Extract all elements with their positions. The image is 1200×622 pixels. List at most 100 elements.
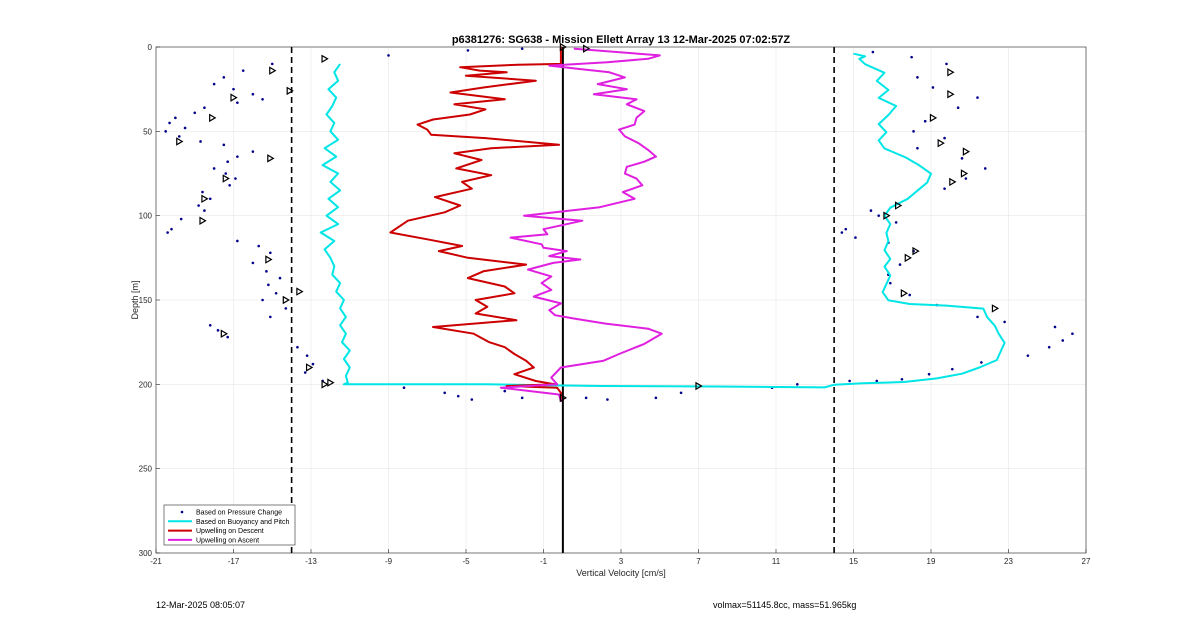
upwelling-on-descent-point [472, 332, 475, 335]
pressure-change-point [212, 167, 216, 170]
upwelling-on-descent-point [515, 319, 518, 322]
pressure-change-point [269, 315, 272, 319]
upwelling-on-descent-point [560, 391, 562, 394]
pressure-change-point [1071, 332, 1074, 336]
upwelling-on-descent-point [426, 128, 429, 131]
triangle-marker [947, 89, 955, 99]
upwelling-on-ascent-point [542, 246, 545, 249]
pressure-change-point [584, 396, 588, 400]
pressure-change-point [208, 197, 212, 201]
pressure-change-point [443, 391, 446, 395]
upwelling-on-descent-point [453, 152, 456, 155]
pressure-change-point [900, 377, 904, 381]
triangle-marker [937, 138, 945, 148]
upwelling-on-ascent-point [542, 228, 545, 231]
triangle-marker [947, 68, 955, 77]
pressure-change-point [174, 116, 177, 120]
triangle-marker [695, 381, 703, 391]
upwelling-on-ascent-point [550, 288, 553, 291]
pressure-change-point [964, 177, 968, 180]
upwelling-on-descent-point [465, 74, 467, 77]
pressure-change-point [520, 47, 524, 50]
upwelling-on-descent-point [532, 366, 535, 369]
x-tick-label: -17 [228, 557, 240, 566]
upwelling-on-descent-point [525, 263, 527, 266]
y-tick-label: 150 [139, 296, 153, 305]
pressure-change-point [1061, 339, 1065, 342]
pressure-change-point [840, 231, 844, 234]
upwelling-on-ascent-point [558, 224, 560, 227]
pressure-change-point [284, 307, 288, 310]
upwelling-on-descent-point [426, 238, 429, 241]
pressure-change-point [854, 236, 857, 239]
upwelling-on-ascent-point [573, 47, 576, 50]
upwelling-on-ascent-point [577, 68, 580, 70]
triangle-marker [894, 201, 903, 210]
upwelling-on-descent-point [490, 174, 493, 177]
upwelling-on-descent-point [430, 133, 433, 136]
pressure-change-point [305, 354, 309, 357]
upwelling-on-ascent-point [554, 314, 557, 317]
upwelling-on-descent-point [484, 108, 487, 111]
pressure-change-point [916, 76, 919, 79]
pressure-change-point [193, 111, 197, 115]
pressure-change-point [520, 396, 524, 400]
upwelling-on-descent-point [513, 373, 516, 376]
x-tick-label: 3 [619, 557, 624, 566]
y-axis-label: Depth [m] [130, 280, 140, 319]
upwelling-on-ascent-point [550, 376, 553, 379]
pressure-change-point [212, 82, 216, 86]
pressure-change-point [265, 270, 268, 273]
legend-swatch [180, 510, 184, 514]
upwelling-on-ascent-point [618, 353, 620, 355]
upwelling-on-ascent-point [606, 61, 609, 64]
pressure-change-point [261, 97, 264, 101]
upwelling-on-descent-point [482, 270, 485, 273]
upwelling-on-ascent-point [647, 57, 650, 60]
pressure-change-point [606, 398, 609, 401]
pressure-change-point [387, 54, 390, 57]
upwelling-on-ascent-point [623, 172, 626, 175]
upwelling-on-ascent-point [635, 98, 638, 101]
x-tick-label: -5 [462, 557, 470, 566]
upwelling-on-descent-point [467, 256, 469, 259]
pressure-change-point [871, 50, 875, 54]
upwelling-on-ascent-point [565, 250, 568, 252]
pressure-change-point [236, 239, 239, 243]
pressure-change-point [224, 172, 228, 175]
pressure-change-point [402, 386, 406, 390]
upwelling-on-ascent-point [602, 359, 605, 362]
pressure-change-point [226, 335, 229, 339]
triangle-marker [321, 380, 329, 389]
upwelling-on-descent-point [455, 167, 458, 170]
upwelling-on-ascent-point [509, 236, 512, 239]
pressure-change-point [875, 379, 879, 383]
upwelling-on-ascent-point [625, 165, 628, 168]
upwelling-on-ascent-point [608, 71, 611, 74]
upwelling-on-descent-point [416, 123, 419, 126]
pressure-change-point [222, 76, 226, 79]
pressure-change-point [179, 217, 183, 221]
upwelling-on-ascent-point [592, 93, 595, 96]
upwelling-on-descent-point [468, 113, 471, 116]
upwelling-on-ascent-point [556, 383, 558, 386]
triangle-marker [929, 113, 938, 123]
pressure-change-point [894, 221, 898, 224]
pressure-change-point [916, 146, 919, 150]
pressure-change-point [267, 283, 270, 287]
triangle-marker [949, 177, 957, 187]
upwelling-on-ascent-line [499, 47, 663, 402]
upwelling-on-ascent-point [560, 366, 562, 369]
x-tick-label: -21 [150, 557, 162, 566]
upwelling-on-descent-point [443, 211, 446, 214]
upwelling-on-descent-point [558, 143, 560, 146]
upwelling-on-ascent-point [552, 261, 555, 264]
pressure-change-point [303, 371, 307, 374]
upwelling-on-ascent-point [643, 110, 646, 112]
x-tick-label: 7 [696, 557, 701, 566]
upwelling-on-descent-point [503, 346, 506, 349]
triangle-marker [962, 147, 971, 156]
pressure-change-point [183, 126, 187, 130]
upwelling-on-descent-point [513, 353, 516, 355]
pressure-change-point [257, 244, 260, 248]
